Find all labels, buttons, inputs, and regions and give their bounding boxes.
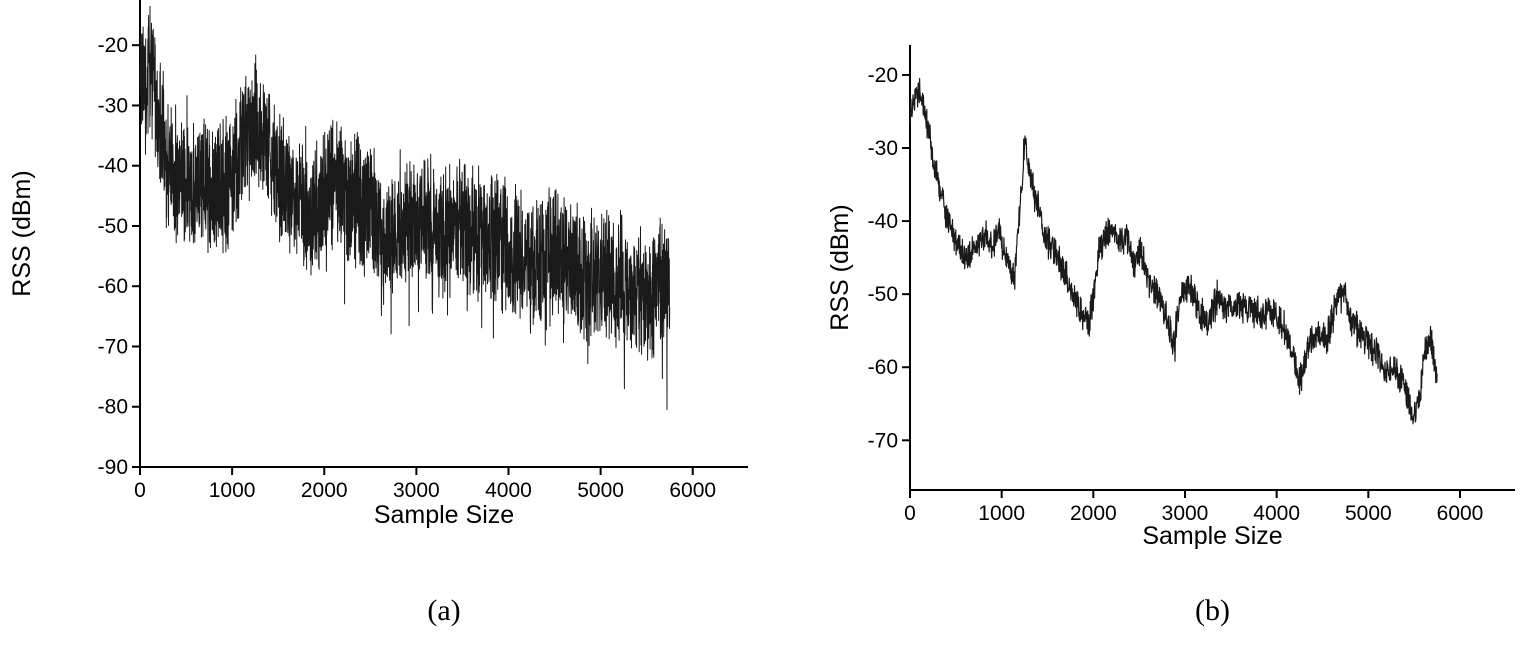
x-tick-label: 0	[134, 479, 146, 502]
y-axis-label: RSS (dBm)	[8, 170, 36, 296]
x-tick-label: 4000	[1253, 502, 1300, 525]
x-tick-label: 6000	[1437, 502, 1484, 525]
y-tick-label: -60	[98, 275, 128, 298]
y-tick-label: -40	[98, 155, 128, 178]
y-tick-label: -40	[868, 210, 898, 233]
y-tick-label: -70	[868, 429, 898, 452]
x-tick-label: 1000	[978, 502, 1025, 525]
x-axis-label: Sample Size	[374, 501, 514, 529]
x-tick-label: 1000	[209, 479, 256, 502]
chart-b-rss-filtered: -20 -30 -40 -50 -60 -70 0 1000 2000 3000 4000 5000 6…	[830, 0, 1532, 575]
caption-a: (a)	[427, 594, 461, 627]
rss-series-b	[909, 77, 1438, 425]
x-axis-label: Sample Size	[1142, 522, 1282, 550]
y-tick-label: -60	[868, 356, 898, 379]
y-tick-label: -50	[98, 215, 128, 238]
y-tick-label: -80	[98, 396, 128, 419]
x-tick-label: 6000	[669, 479, 716, 502]
rss-series-a	[139, 5, 671, 410]
x-tick-label: 4000	[485, 479, 532, 502]
y-tick-label: -30	[868, 137, 898, 160]
x-tick-label: 3000	[1162, 502, 1209, 525]
y-tick-label: -20	[868, 64, 898, 87]
x-tick-label: 2000	[301, 479, 348, 502]
caption-b: (b)	[1195, 594, 1230, 627]
x-tick-label: 0	[904, 502, 916, 525]
plot-svg-b: -20 -30 -40 -50 -60 -70 0 1000 2000 3000 4000 5000 6…	[830, 45, 1515, 550]
y-tick-label: -50	[868, 283, 898, 306]
axis-b	[909, 45, 1515, 491]
y-tick-label: -70	[98, 335, 128, 358]
y-tick-label: -20	[98, 34, 128, 57]
chart-a-rss-raw: -20 -30 -40 -50 -60 -70 -80 -90 0 1000 2000 3000 400…	[0, 0, 770, 575]
y-tick-label: -30	[98, 94, 128, 117]
x-tick-label: 5000	[1345, 502, 1392, 525]
x-tick-label: 2000	[1070, 502, 1117, 525]
x-tick-label: 5000	[577, 479, 624, 502]
y-axis-label: RSS (dBm)	[830, 204, 854, 330]
x-tick-label: 3000	[393, 479, 440, 502]
plot-svg-a: -20 -30 -40 -50 -60 -70 -80 -90 0 1000 2000 3000 400…	[8, 0, 748, 529]
y-tick-label: -90	[98, 456, 128, 479]
